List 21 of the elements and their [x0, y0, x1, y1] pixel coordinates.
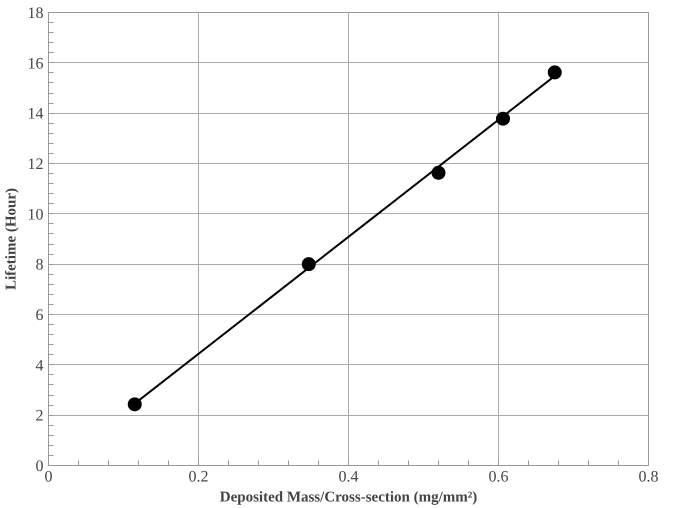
x-tick-label: 0.8 [638, 468, 658, 486]
y-tick-label: 8 [36, 256, 44, 274]
y-tick-label: 12 [28, 156, 44, 173]
y-axis-title: Lifetime (Hour) [4, 188, 20, 290]
x-axis-title: Deposited Mass/Cross-section (mg/mm²) [220, 490, 478, 506]
y-tick-label: 14 [28, 106, 44, 123]
y-tick-label: 16 [28, 55, 44, 72]
point [302, 257, 316, 272]
x-tick-label: 0.6 [488, 468, 508, 486]
y-tick-label: 4 [36, 357, 44, 374]
point [432, 166, 446, 180]
point [496, 112, 510, 126]
y-tick-label: 0 [36, 458, 44, 475]
x-tick-label: 0.4 [338, 468, 358, 486]
y-tick-label: 6 [36, 307, 44, 324]
x-tick-label: 0.2 [188, 468, 208, 486]
point [128, 397, 142, 412]
y-tick-label: 2 [36, 408, 44, 425]
y-tick-label: 10 [28, 206, 44, 224]
point [548, 65, 562, 80]
y-tick-label: 18 [28, 5, 44, 22]
